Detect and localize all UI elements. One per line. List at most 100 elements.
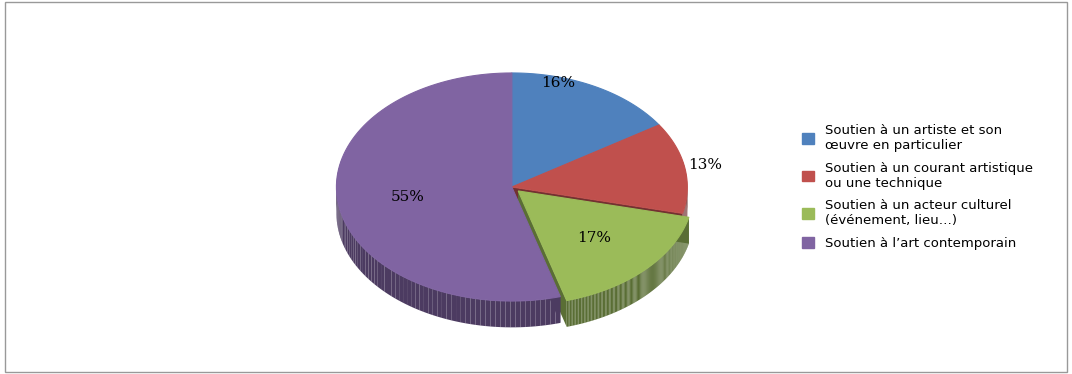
Polygon shape — [447, 293, 451, 321]
Polygon shape — [407, 279, 412, 307]
Polygon shape — [337, 73, 561, 301]
Polygon shape — [486, 300, 490, 327]
Polygon shape — [510, 301, 516, 327]
Polygon shape — [341, 159, 342, 188]
Polygon shape — [536, 300, 540, 326]
Polygon shape — [437, 290, 442, 318]
Polygon shape — [643, 270, 644, 297]
Polygon shape — [340, 211, 342, 240]
Polygon shape — [609, 288, 611, 315]
Polygon shape — [596, 293, 597, 319]
Polygon shape — [606, 289, 607, 316]
Polygon shape — [639, 273, 640, 300]
Polygon shape — [580, 297, 581, 324]
Polygon shape — [624, 282, 625, 309]
Polygon shape — [584, 296, 585, 323]
Polygon shape — [518, 191, 567, 327]
Polygon shape — [516, 301, 521, 327]
Polygon shape — [607, 289, 608, 316]
Polygon shape — [592, 294, 593, 321]
Polygon shape — [451, 294, 456, 321]
Polygon shape — [354, 236, 356, 265]
Polygon shape — [403, 276, 407, 305]
Polygon shape — [572, 299, 575, 326]
Legend: Soutien à un artiste et son
œuvre en particulier, Soutien à un courant artistiqu: Soutien à un artiste et son œuvre en par… — [799, 120, 1037, 254]
Polygon shape — [600, 291, 601, 318]
Polygon shape — [629, 278, 631, 305]
Polygon shape — [575, 299, 576, 325]
Polygon shape — [601, 291, 602, 318]
Polygon shape — [358, 242, 360, 271]
Polygon shape — [456, 295, 461, 322]
Polygon shape — [461, 296, 465, 324]
Polygon shape — [506, 301, 510, 327]
Polygon shape — [352, 233, 354, 262]
Polygon shape — [372, 255, 374, 284]
Polygon shape — [637, 274, 638, 301]
Polygon shape — [429, 287, 433, 315]
Polygon shape — [628, 279, 629, 306]
Polygon shape — [631, 278, 632, 305]
Polygon shape — [583, 297, 584, 323]
Polygon shape — [433, 289, 437, 316]
Polygon shape — [415, 282, 419, 310]
Polygon shape — [366, 250, 369, 279]
Polygon shape — [531, 300, 536, 327]
Polygon shape — [569, 300, 571, 326]
Polygon shape — [555, 297, 561, 324]
Polygon shape — [587, 295, 589, 322]
Polygon shape — [546, 298, 551, 325]
Polygon shape — [343, 217, 344, 247]
Polygon shape — [349, 230, 352, 259]
Polygon shape — [363, 247, 366, 276]
Polygon shape — [360, 245, 363, 274]
Text: 16%: 16% — [541, 76, 575, 90]
Polygon shape — [612, 287, 613, 314]
Polygon shape — [620, 283, 621, 310]
Polygon shape — [551, 297, 555, 325]
Polygon shape — [635, 276, 636, 303]
Polygon shape — [525, 300, 531, 327]
Polygon shape — [598, 292, 600, 319]
Polygon shape — [617, 285, 619, 312]
Polygon shape — [613, 286, 614, 313]
Polygon shape — [597, 292, 598, 319]
Polygon shape — [632, 277, 634, 304]
Polygon shape — [602, 290, 604, 317]
Polygon shape — [412, 280, 415, 309]
Polygon shape — [501, 301, 506, 327]
Polygon shape — [616, 285, 617, 312]
Polygon shape — [377, 261, 381, 289]
Polygon shape — [374, 258, 377, 287]
Polygon shape — [356, 239, 358, 268]
Polygon shape — [577, 298, 579, 325]
Polygon shape — [490, 300, 495, 327]
Polygon shape — [614, 286, 616, 313]
Polygon shape — [344, 221, 345, 250]
Polygon shape — [626, 280, 627, 307]
Text: 17%: 17% — [578, 231, 611, 245]
Polygon shape — [345, 224, 347, 253]
Polygon shape — [634, 276, 635, 303]
Text: 55%: 55% — [390, 190, 425, 203]
Polygon shape — [621, 283, 623, 310]
Polygon shape — [511, 73, 659, 187]
Polygon shape — [625, 281, 626, 308]
Polygon shape — [627, 280, 628, 307]
Polygon shape — [518, 191, 689, 301]
Polygon shape — [381, 263, 385, 292]
Polygon shape — [608, 288, 609, 315]
Polygon shape — [342, 214, 343, 244]
Polygon shape — [419, 284, 423, 312]
Polygon shape — [399, 275, 403, 303]
Polygon shape — [581, 297, 583, 324]
Polygon shape — [590, 295, 592, 321]
Polygon shape — [568, 300, 569, 327]
Polygon shape — [511, 187, 561, 323]
Polygon shape — [511, 125, 687, 213]
Polygon shape — [644, 269, 645, 296]
Text: 13%: 13% — [688, 158, 723, 172]
Polygon shape — [594, 293, 596, 320]
Polygon shape — [442, 292, 447, 319]
Polygon shape — [593, 294, 594, 321]
